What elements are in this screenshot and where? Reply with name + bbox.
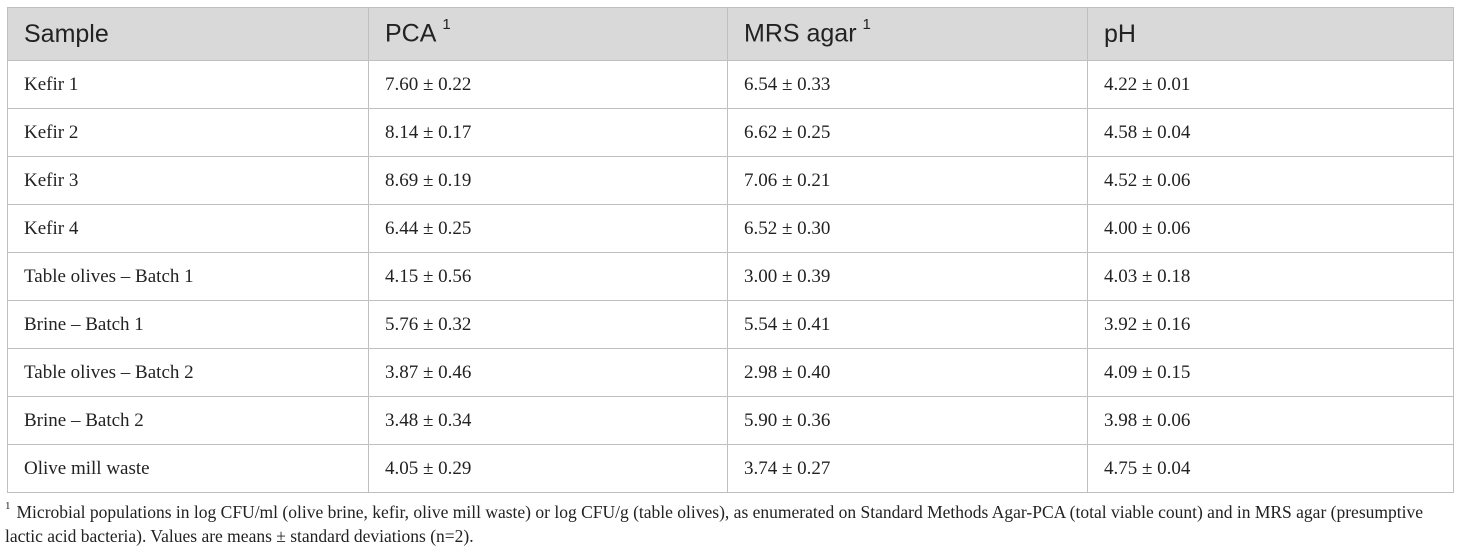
header-label: PCA [385,19,437,48]
table-row: Table olives – Batch 2 3.87 ± 0.46 2.98 … [7,348,1454,397]
header-label: pH [1104,19,1136,48]
header-mrs-agar: MRS agar 1 [727,7,1088,61]
cell-mrs-agar: 7.06 ± 0.21 [727,156,1088,205]
table-row: Kefir 1 7.60 ± 0.22 6.54 ± 0.33 4.22 ± 0… [7,60,1454,109]
cell-mrs-agar: 5.54 ± 0.41 [727,300,1088,349]
cell-sample: Kefir 3 [7,156,369,205]
table-row: Brine – Batch 1 5.76 ± 0.32 5.54 ± 0.41 … [7,300,1454,349]
cell-sample: Table olives – Batch 2 [7,348,369,397]
table-row: Table olives – Batch 1 4.15 ± 0.56 3.00 … [7,252,1454,301]
table-row: Olive mill waste 4.05 ± 0.29 3.74 ± 0.27… [7,444,1454,493]
cell-ph: 4.58 ± 0.04 [1087,108,1454,157]
cell-sample: Olive mill waste [7,444,369,493]
cell-mrs-agar: 5.90 ± 0.36 [727,396,1088,445]
table-row: Kefir 3 8.69 ± 0.19 7.06 ± 0.21 4.52 ± 0… [7,156,1454,205]
cell-mrs-agar: 3.74 ± 0.27 [727,444,1088,493]
header-row: Sample PCA 1 MRS agar 1 pH [7,7,1454,61]
header-pca: PCA 1 [368,7,728,61]
cell-ph: 4.09 ± 0.15 [1087,348,1454,397]
cell-pca: 3.87 ± 0.46 [368,348,728,397]
cell-sample: Brine – Batch 1 [7,300,369,349]
cell-ph: 3.98 ± 0.06 [1087,396,1454,445]
header-label: MRS agar [744,19,857,48]
cell-pca: 4.15 ± 0.56 [368,252,728,301]
cell-ph: 4.22 ± 0.01 [1087,60,1454,109]
cell-mrs-agar: 6.52 ± 0.30 [727,204,1088,253]
cell-pca: 8.14 ± 0.17 [368,108,728,157]
footnote-text: Microbial populations in log CFU/ml (oli… [5,501,1423,546]
header-label: Sample [24,19,109,48]
cell-mrs-agar: 6.54 ± 0.33 [727,60,1088,109]
cell-ph: 4.00 ± 0.06 [1087,204,1454,253]
cell-pca: 3.48 ± 0.34 [368,396,728,445]
header-sample: Sample [7,7,369,61]
table-row: Kefir 2 8.14 ± 0.17 6.62 ± 0.25 4.58 ± 0… [7,108,1454,157]
cell-sample: Kefir 1 [7,60,369,109]
cell-ph: 4.52 ± 0.06 [1087,156,1454,205]
cell-sample: Table olives – Batch 1 [7,252,369,301]
table-row: Kefir 4 6.44 ± 0.25 6.52 ± 0.30 4.00 ± 0… [7,204,1454,253]
cell-sample: Brine – Batch 2 [7,396,369,445]
table-row: Brine – Batch 2 3.48 ± 0.34 5.90 ± 0.36 … [7,396,1454,445]
cell-pca: 7.60 ± 0.22 [368,60,728,109]
cell-ph: 4.03 ± 0.18 [1087,252,1454,301]
cell-pca: 4.05 ± 0.29 [368,444,728,493]
cell-ph: 4.75 ± 0.04 [1087,444,1454,493]
data-table: Sample PCA 1 MRS agar 1 pH Kefir 1 7.60 ± … [7,7,1454,493]
footnote-ref: 1 [862,16,871,34]
cell-ph: 3.92 ± 0.16 [1087,300,1454,349]
cell-sample: Kefir 2 [7,108,369,157]
header-ph: pH [1087,7,1454,61]
cell-pca: 6.44 ± 0.25 [368,204,728,253]
footnote-marker: 1 [5,500,11,512]
cell-sample: Kefir 4 [7,204,369,253]
cell-mrs-agar: 6.62 ± 0.25 [727,108,1088,157]
cell-mrs-agar: 2.98 ± 0.40 [727,348,1088,397]
cell-pca: 8.69 ± 0.19 [368,156,728,205]
cell-mrs-agar: 3.00 ± 0.39 [727,252,1088,301]
table-footnote: 1 Microbial populations in log CFU/ml (ol… [5,496,1455,548]
footnote-ref: 1 [442,16,451,34]
data-table-container: Sample PCA 1 MRS agar 1 pH Kefir 1 7.60 ± … [7,7,1454,493]
cell-pca: 5.76 ± 0.32 [368,300,728,349]
